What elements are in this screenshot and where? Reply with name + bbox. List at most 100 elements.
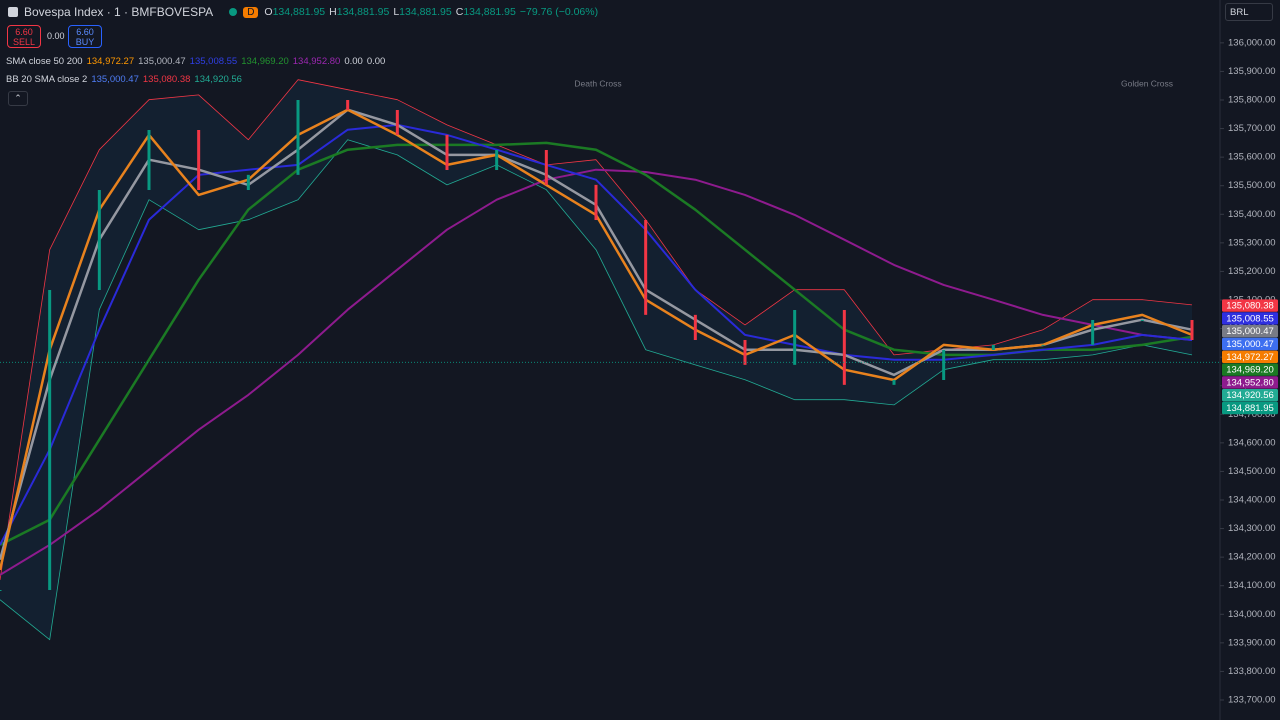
last-value-box (1222, 389, 1278, 402)
sell-button[interactable]: 6.60 SELL (7, 25, 41, 48)
y-tick-label: 134,600.00 (1228, 437, 1276, 448)
last-value-box (1222, 350, 1278, 364)
ohlc-value: 134,881.95 (399, 6, 452, 18)
candle (1190, 320, 1194, 340)
last-value-label: 135,080.38 (1226, 301, 1274, 312)
indicator-value: 134,920.56 (194, 74, 242, 85)
indicator-legend: BB 20 SMA close 2 135,000.47 135,080.38 134… (6, 74, 246, 85)
buy-button[interactable]: 6.60 BUY (68, 25, 102, 48)
candle (197, 130, 201, 190)
last-value-box (1222, 325, 1278, 338)
candle (892, 380, 896, 385)
ohlc-value: 134,881.95 (336, 6, 390, 18)
indicator-value: 135,080.38 (142, 74, 191, 85)
ohlc-key: L (393, 6, 400, 18)
candle (942, 350, 946, 380)
last-value-label: 134,881.95 (1226, 403, 1274, 414)
last-value-label: 134,952.80 (1226, 377, 1274, 388)
y-tick-label: 135,400.00 (1228, 209, 1276, 220)
candle (644, 220, 648, 315)
y-tick-label: 134,700.00 (1228, 409, 1276, 420)
ohlc-value: 134,881.95 (272, 6, 326, 18)
symbol-title[interactable]: Bovespa Index · 1 · BMFBOVESPA (24, 5, 214, 19)
ohlc-key: H (329, 6, 337, 18)
candle (991, 344, 995, 350)
candle (743, 340, 747, 365)
candle (395, 110, 399, 135)
sell-price: 6.60 (15, 27, 33, 37)
last-value-label: 134,969.20 (1226, 365, 1274, 376)
candle (594, 184, 598, 220)
currency-button[interactable]: BRL (1225, 3, 1273, 21)
candle (296, 100, 300, 175)
change: −79.76 (−0.06%) (519, 6, 599, 18)
indicator-value: 135,000.47 (91, 74, 139, 85)
candle (495, 150, 499, 170)
last-value-label: 134,920.56 (1226, 390, 1274, 401)
buy-label: BUY (75, 37, 95, 47)
candle (1041, 344, 1045, 346)
candle (97, 190, 101, 290)
annotation: Golden Cross (1121, 78, 1173, 88)
ohlc: O134,881.95 H134,881.95 L134,881.95 C134,88… (264, 6, 602, 18)
candle (147, 130, 151, 190)
indicator-name: SMA close 50 200 (6, 56, 83, 67)
y-tick-label: 133,800.00 (1228, 666, 1276, 677)
y-tick-label: 133,700.00 (1228, 695, 1276, 706)
last-value-box (1222, 363, 1278, 376)
candle (0, 590, 2, 591)
market-status (229, 8, 238, 16)
y-tick-label: 135,200.00 (1228, 266, 1276, 277)
indicator-name: BB 20 SMA close 2 (6, 74, 88, 85)
candle (793, 310, 797, 365)
last-value-label: 135,000.47 (1226, 326, 1274, 337)
y-tick-label: 136,000.00 (1228, 37, 1276, 48)
y-tick-label: 135,500.00 (1228, 180, 1276, 191)
candle (346, 100, 350, 110)
collapse-button[interactable]: ⌃ (8, 91, 28, 106)
y-tick-label: 134,100.00 (1228, 580, 1276, 591)
last-value-box (1222, 376, 1278, 389)
y-tick-label: 135,300.00 (1228, 237, 1276, 248)
indicator-value: 135,000.47 (138, 56, 186, 67)
y-tick-label: 135,800.00 (1228, 95, 1276, 106)
last-value-label: 134,972.27 (1226, 352, 1274, 363)
indicator-legend: SMA close 50 200 134,972.27 135,000.47 135,… (6, 56, 389, 67)
symbol-logo (8, 7, 18, 17)
candle (1091, 320, 1095, 345)
indicator-line (0, 139, 1193, 641)
y-tick-label: 135,600.00 (1228, 152, 1276, 163)
indicator-value: 0.00 (344, 56, 363, 67)
y-tick-label: 135,700.00 (1228, 123, 1276, 134)
ohlc-value: 134,881.95 (463, 6, 516, 18)
indicator-value: 134,972.27 (86, 56, 135, 67)
symbol-header: Bovespa Index · 1 · BMFBOVESPA D O134,88… (8, 4, 602, 20)
candle (48, 290, 52, 590)
candle (842, 310, 846, 385)
last-value-box (1222, 312, 1278, 325)
plot-area (0, 79, 1194, 641)
annotation: Death Cross (574, 78, 621, 88)
last-value-box (1222, 337, 1278, 351)
y-tick-label: 133,900.00 (1228, 637, 1276, 648)
y-tick-label: 134,500.00 (1228, 466, 1276, 477)
y-tick-label: 134,200.00 (1228, 552, 1276, 563)
indicator-value: 135,008.55 (189, 56, 238, 67)
last-value-label: 135,000.47 (1226, 339, 1274, 350)
last-value-box (1222, 299, 1278, 312)
y-tick-label: 135,900.00 (1228, 66, 1276, 77)
indicator-value: 0.00 (366, 56, 386, 67)
buy-price: 6.60 (76, 27, 94, 37)
indicator-value: 134,952.80 (292, 56, 341, 67)
ohlc-key: C (455, 6, 464, 18)
candle (544, 150, 548, 185)
last-value-box (1222, 401, 1278, 415)
candle (445, 134, 449, 170)
interval-badge[interactable]: D (243, 6, 259, 18)
indicator-line (0, 168, 1193, 576)
y-tick-label: 134,000.00 (1228, 609, 1276, 620)
ohlc-key: O (264, 6, 273, 18)
